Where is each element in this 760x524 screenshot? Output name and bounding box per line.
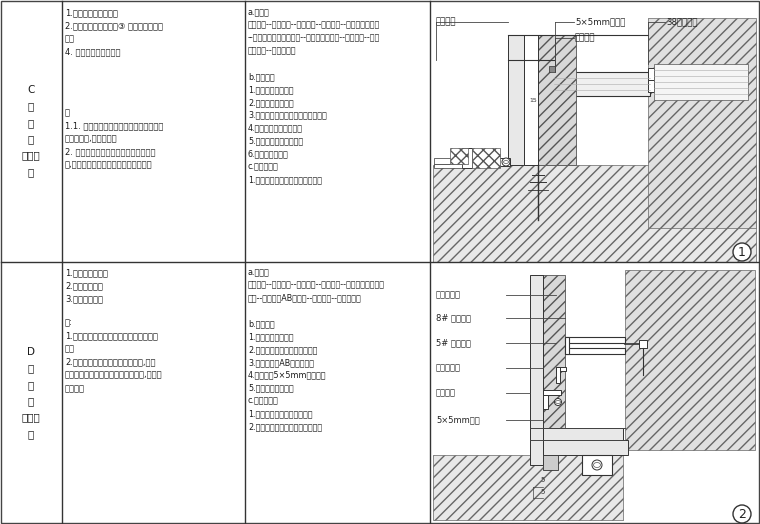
Bar <box>543 390 561 395</box>
Text: 8# 镀锌槽钢: 8# 镀锌槽钢 <box>436 313 471 322</box>
Bar <box>543 440 628 455</box>
Bar <box>543 428 623 440</box>
Text: C
石
材
与
硬包相
接: C 石 材 与 硬包相 接 <box>21 85 40 177</box>
Ellipse shape <box>594 463 600 467</box>
Bar <box>462 158 510 166</box>
Text: 1.石材背景与硬包背景
2.石材线条与墙面硬包③ 石材台面与墙面
硬包
4. 石材踢脚与墙面硬包: 1.石材背景与硬包背景 2.石材线条与墙面硬包③ 石材台面与墙面 硬包 4. 石… <box>65 8 163 57</box>
Bar <box>654 64 748 100</box>
Bar <box>543 395 548 409</box>
Bar <box>530 275 543 465</box>
Bar <box>433 455 623 520</box>
Circle shape <box>502 158 510 166</box>
Bar <box>556 367 566 371</box>
Text: a.施工序
准备工作--现场放线--材料加工--基层处理--石材干挂结构搭架
固定--石材专用AB胶粘结--铺陈石材--完成面处理

b.用料分析
1.石材专用: a.施工序 准备工作--现场放线--材料加工--基层处理--石材干挂结构搭架 固… <box>248 268 385 431</box>
Text: a.施工序
准备工作--现场放线--材料加工--基层处理--轻钢龙骨墙制作
--基层龙骨，基层帽固定--石材专用胶粘结--铺陈石材--成品
硬包安装--完成面处: a.施工序 准备工作--现场放线--材料加工--基层处理--轻钢龙骨墙制作 --… <box>248 8 380 184</box>
Text: 5×5mm侧角: 5×5mm侧角 <box>436 416 480 424</box>
Bar <box>639 340 647 348</box>
Circle shape <box>733 505 751 523</box>
Bar <box>565 337 569 354</box>
Bar <box>549 66 555 72</box>
Text: D
石
材
与
石材相
接: D 石 材 与 石材相 接 <box>21 347 40 439</box>
Bar <box>472 148 500 168</box>
Circle shape <box>555 398 562 406</box>
Text: 5: 5 <box>541 477 545 483</box>
Text: 5# 镀锌角铁: 5# 镀锌角铁 <box>436 339 471 347</box>
Ellipse shape <box>503 160 508 163</box>
Bar <box>625 270 755 450</box>
Text: 墙面硬包: 墙面硬包 <box>575 34 596 42</box>
Bar <box>434 164 462 168</box>
Bar <box>648 68 654 80</box>
Bar <box>648 80 654 92</box>
Text: 38罗心龙骨: 38罗心龙骨 <box>666 17 698 27</box>
Bar <box>524 35 538 165</box>
Bar <box>565 337 625 343</box>
Text: 5×5mm工艺缝: 5×5mm工艺缝 <box>575 17 625 27</box>
Bar <box>554 72 650 96</box>
Text: 2: 2 <box>738 508 746 520</box>
Bar <box>450 148 468 164</box>
Text: 石材饰面: 石材饰面 <box>436 17 457 27</box>
Text: 1.村墙面转角拼接
2.石材线条拼接
3.石材台面与墙: 1.村墙面转角拼接 2.石材线条拼接 3.石材台面与墙 <box>65 268 108 303</box>
Bar <box>462 148 472 168</box>
Ellipse shape <box>556 400 560 403</box>
Text: 1: 1 <box>738 246 746 258</box>
Text: 石材饰面: 石材饰面 <box>436 388 456 398</box>
Text: 石材干挂件: 石材干挂件 <box>436 364 461 373</box>
Bar <box>434 158 462 164</box>
Text: 15: 15 <box>529 97 537 103</box>
Text: 5: 5 <box>541 489 545 495</box>
Circle shape <box>733 243 751 261</box>
Bar <box>543 275 565 465</box>
Bar <box>582 455 612 475</box>
Bar <box>648 18 756 228</box>
Bar <box>556 367 560 383</box>
Bar <box>565 348 625 354</box>
Text: 原装装墙体: 原装装墙体 <box>436 290 461 300</box>
Bar <box>433 165 756 262</box>
Text: 注
1.1. 由于其材质特殊在施工时要过渡工序
，材料保护,成品保护。
2. 由于硬包在可变性质以适型，样式不
一,对此一定要注意选型规格与材料尺。: 注 1.1. 由于其材质特殊在施工时要过渡工序 ，材料保护,成品保护。 2. 由… <box>65 108 163 170</box>
Bar <box>508 35 524 165</box>
Circle shape <box>592 460 602 470</box>
Bar <box>543 455 558 470</box>
Bar <box>538 35 576 165</box>
Text: 注:
1.石材与石材拼装需根据拼接有三种侧面
方法
2.石材与石材拼接着在一个平面上,露截
面时、侧角、倒设、或采用嵌口条等,不建议
直接对接: 注: 1.石材与石材拼装需根据拼接有三种侧面 方法 2.石材与石材拼接着在一个平… <box>65 318 163 393</box>
